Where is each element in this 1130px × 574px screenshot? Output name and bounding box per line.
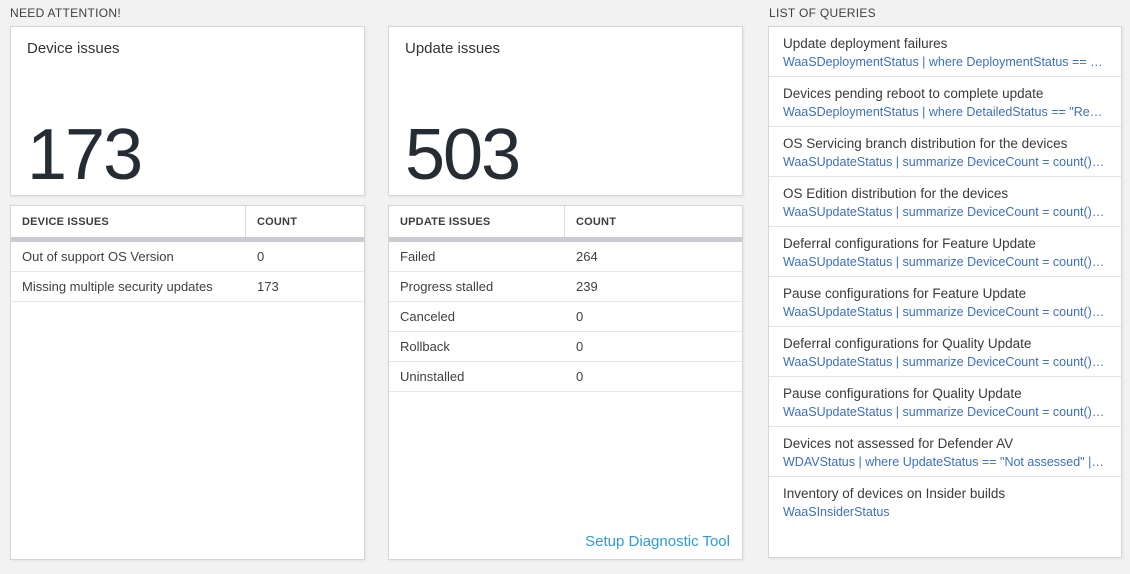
query-text-link[interactable]: WaaSUpdateStatus | summarize DeviceCount… <box>783 355 1107 369</box>
update-issues-table-body: Failed 264 Progress stalled 239 Canceled… <box>389 242 742 392</box>
query-list-item[interactable]: Inventory of devices on Insider builds W… <box>769 477 1121 526</box>
table-row[interactable]: Out of support OS Version 0 <box>11 242 364 272</box>
table-header-scrollbar <box>11 237 364 242</box>
device-issues-table-card: DEVICE ISSUES COUNT Out of support OS Ve… <box>10 205 365 560</box>
table-header-scrollbar <box>389 237 742 242</box>
issue-name-cell: Canceled <box>400 309 455 324</box>
list-of-queries-heading: LIST OF QUERIES <box>769 6 876 20</box>
device-issues-table-body: Out of support OS Version 0 Missing mult… <box>11 242 364 302</box>
query-title: Devices not assessed for Defender AV <box>783 436 1014 451</box>
query-title: OS Edition distribution for the devices <box>783 186 1009 201</box>
issue-name-cell: Uninstalled <box>400 369 465 384</box>
table-row[interactable]: Failed 264 <box>389 242 742 272</box>
table-row[interactable]: Uninstalled 0 <box>389 362 742 392</box>
update-issues-table-header: UPDATE ISSUES COUNT <box>389 206 742 237</box>
query-text-link[interactable]: WaaSDeploymentStatus | where DetailedSta… <box>783 105 1107 119</box>
query-list-item[interactable]: Deferral configurations for Quality Upda… <box>769 327 1121 377</box>
queries-panel: Update deployment failures WaaSDeploymen… <box>768 26 1122 558</box>
count-column-header: COUNT <box>257 215 298 228</box>
query-text-link[interactable]: WaaSUpdateStatus | summarize DeviceCount… <box>783 405 1107 419</box>
query-list-item[interactable]: Pause configurations for Feature Update … <box>769 277 1121 327</box>
query-text-link[interactable]: WaaSDeploymentStatus | where DeploymentS… <box>783 55 1107 69</box>
update-issues-tile[interactable]: Update issues 503 <box>388 26 743 196</box>
issue-count-cell: 0 <box>576 369 584 384</box>
device-issues-total-count: 173 <box>27 115 143 195</box>
table-row[interactable]: Canceled 0 <box>389 302 742 332</box>
query-list-item[interactable]: OS Edition distribution for the devices … <box>769 177 1121 227</box>
issue-count-cell: 173 <box>257 279 279 294</box>
issue-name-cell: Progress stalled <box>400 279 494 294</box>
device-issues-tile[interactable]: Device issues 173 <box>10 26 365 196</box>
setup-diagnostic-tool-link[interactable]: Setup Diagnostic Tool <box>585 533 730 550</box>
queries-list: Update deployment failures WaaSDeploymen… <box>769 27 1121 526</box>
issue-count-cell: 264 <box>576 249 598 264</box>
query-text-link[interactable]: WaaSUpdateStatus | summarize DeviceCount… <box>783 155 1107 169</box>
query-list-item[interactable]: Devices not assessed for Defender AV WDA… <box>769 427 1121 477</box>
query-text-link[interactable]: WaaSUpdateStatus | summarize DeviceCount… <box>783 305 1107 319</box>
query-list-item[interactable]: OS Servicing branch distribution for the… <box>769 127 1121 177</box>
device-issues-table-header: DEVICE ISSUES COUNT <box>11 206 364 237</box>
table-row[interactable]: Rollback 0 <box>389 332 742 362</box>
issue-name-cell: Missing multiple security updates <box>22 279 213 294</box>
query-title: Deferral configurations for Feature Upda… <box>783 236 1036 251</box>
update-issues-column-header: UPDATE ISSUES <box>389 206 565 237</box>
issue-count-cell: 0 <box>257 249 265 264</box>
table-row[interactable]: Missing multiple security updates 173 <box>11 272 364 302</box>
issue-name-cell: Out of support OS Version <box>22 249 174 264</box>
query-title: Devices pending reboot to complete updat… <box>783 86 1044 101</box>
update-issues-table-card: UPDATE ISSUES COUNT Failed 264 Progress … <box>388 205 743 560</box>
query-list-item[interactable]: Update deployment failures WaaSDeploymen… <box>769 27 1121 77</box>
device-issues-column-header: DEVICE ISSUES <box>11 206 246 237</box>
issue-count-cell: 239 <box>576 279 598 294</box>
query-list-item[interactable]: Deferral configurations for Feature Upda… <box>769 227 1121 277</box>
query-title: Update deployment failures <box>783 36 948 51</box>
query-list-item[interactable]: Pause configurations for Quality Update … <box>769 377 1121 427</box>
device-issues-tile-title: Device issues <box>27 40 120 57</box>
query-title: Pause configurations for Feature Update <box>783 286 1027 301</box>
table-row[interactable]: Progress stalled 239 <box>389 272 742 302</box>
issue-name-cell: Rollback <box>400 339 450 354</box>
update-issues-tile-title: Update issues <box>405 40 501 57</box>
query-list-item[interactable]: Devices pending reboot to complete updat… <box>769 77 1121 127</box>
query-title: Inventory of devices on Insider builds <box>783 486 1006 501</box>
query-text-link[interactable]: WaaSUpdateStatus | summarize DeviceCount… <box>783 205 1107 219</box>
count-column-header: COUNT <box>576 215 617 228</box>
query-title: Pause configurations for Quality Update <box>783 386 1022 401</box>
query-title: OS Servicing branch distribution for the… <box>783 136 1068 151</box>
issue-count-cell: 0 <box>576 339 584 354</box>
issue-count-cell: 0 <box>576 309 584 324</box>
query-text-link[interactable]: WDAVStatus | where UpdateStatus == "Not … <box>783 455 1107 469</box>
query-title: Deferral configurations for Quality Upda… <box>783 336 1032 351</box>
query-text-link[interactable]: WaaSUpdateStatus | summarize DeviceCount… <box>783 255 1107 269</box>
update-issues-total-count: 503 <box>405 115 521 195</box>
need-attention-heading: NEED ATTENTION! <box>10 6 121 20</box>
query-text-link[interactable]: WaaSInsiderStatus <box>783 505 890 519</box>
issue-name-cell: Failed <box>400 249 436 264</box>
